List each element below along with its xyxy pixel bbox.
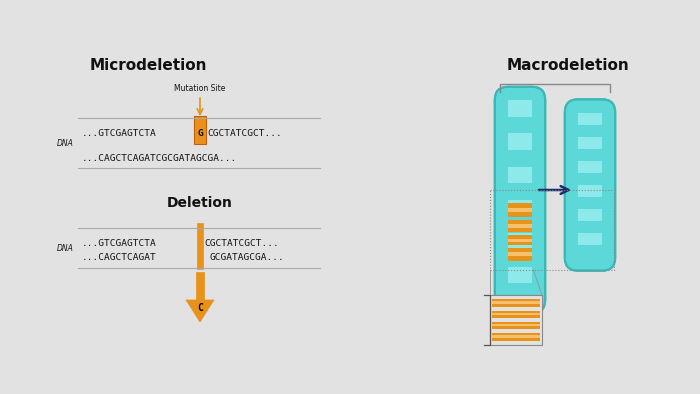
Bar — [578, 161, 602, 173]
Bar — [578, 125, 602, 137]
Bar — [492, 322, 540, 329]
Bar — [508, 100, 532, 117]
Bar — [508, 233, 532, 250]
Bar — [508, 183, 532, 200]
Text: ...GTCGAGTCTA: ...GTCGAGTCTA — [82, 128, 157, 138]
Bar — [508, 252, 532, 256]
Bar — [508, 283, 532, 300]
Bar — [492, 313, 540, 315]
Bar — [508, 200, 532, 217]
Bar — [508, 133, 532, 150]
Bar — [508, 208, 532, 212]
Polygon shape — [196, 272, 204, 300]
Bar — [508, 217, 532, 233]
Bar — [578, 113, 602, 125]
Text: Microdeletion: Microdeletion — [90, 58, 206, 73]
Bar — [578, 209, 602, 221]
Text: CGCTATCGCT...: CGCTATCGCT... — [207, 128, 281, 138]
Bar — [492, 301, 540, 304]
Bar — [194, 116, 206, 144]
Text: ...CAGCTCAGATCGCGATAGCGA...: ...CAGCTCAGATCGCGATAGCGA... — [82, 154, 237, 162]
Text: Mutation Site: Mutation Site — [174, 84, 225, 93]
Text: DNA: DNA — [57, 243, 74, 253]
Bar — [578, 197, 602, 209]
Bar — [508, 235, 532, 245]
Text: Deletion: Deletion — [167, 196, 233, 210]
Bar — [578, 233, 602, 245]
Bar — [508, 247, 532, 260]
Bar — [508, 167, 532, 183]
Bar — [197, 223, 203, 269]
Bar — [508, 220, 532, 232]
Bar — [492, 311, 540, 318]
FancyBboxPatch shape — [565, 99, 615, 271]
Bar — [578, 245, 602, 258]
Bar — [578, 149, 602, 161]
Bar — [508, 250, 532, 267]
Bar — [508, 238, 532, 242]
FancyBboxPatch shape — [495, 87, 545, 313]
Text: ...CAGCTCAGAT: ...CAGCTCAGAT — [82, 253, 157, 262]
Text: Macrodeletion: Macrodeletion — [507, 58, 629, 73]
Bar — [492, 333, 540, 341]
Text: C: C — [197, 303, 203, 313]
Bar — [578, 137, 602, 149]
Bar — [508, 150, 532, 167]
Text: CGCTATCGCT...: CGCTATCGCT... — [204, 238, 279, 247]
Bar — [578, 221, 602, 233]
Text: GCGATAGCGA...: GCGATAGCGA... — [210, 253, 285, 262]
Text: DNA: DNA — [57, 139, 74, 147]
Bar — [508, 224, 532, 228]
Bar — [490, 295, 542, 345]
Bar — [492, 324, 540, 326]
Text: G: G — [197, 128, 203, 138]
Bar — [490, 190, 614, 270]
Bar — [508, 203, 532, 217]
Bar — [508, 267, 532, 283]
Text: ...GTCGAGTCTA: ...GTCGAGTCTA — [82, 238, 157, 247]
Bar — [578, 173, 602, 185]
Bar — [492, 299, 540, 307]
Bar — [578, 185, 602, 197]
Bar — [508, 117, 532, 133]
Bar — [492, 335, 540, 338]
Polygon shape — [186, 300, 214, 322]
